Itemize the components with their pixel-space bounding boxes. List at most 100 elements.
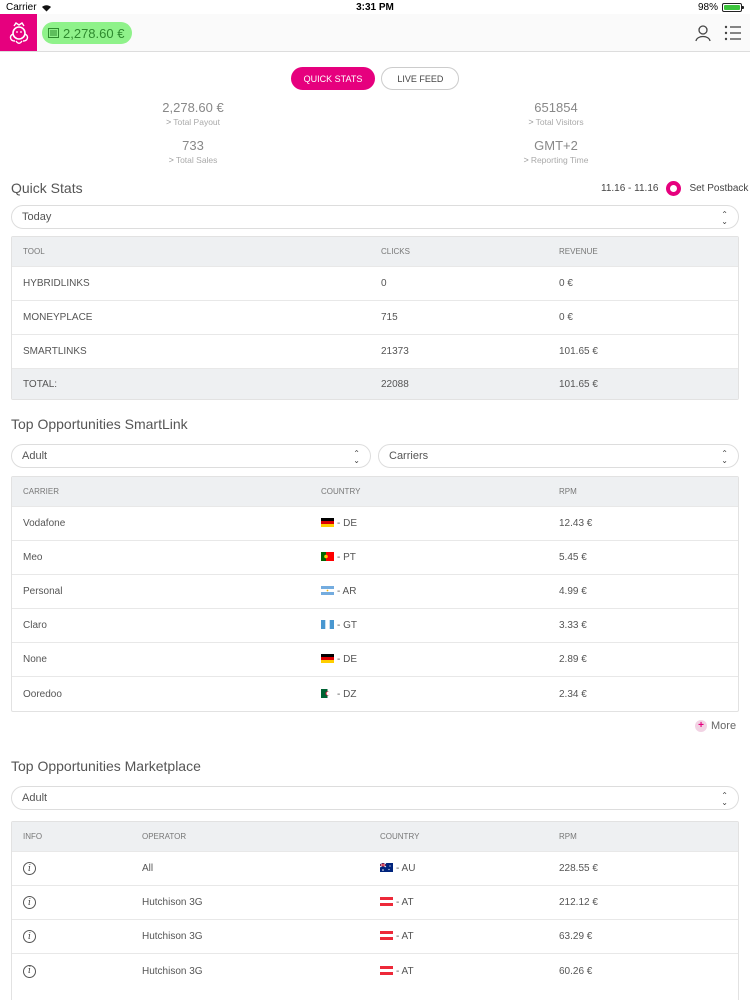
column-header-revenue[interactable]: REVENUE — [559, 247, 598, 256]
info-icon[interactable]: i — [23, 862, 36, 875]
marketplace-table: INFO OPERATOR COUNTRY RPM i All - AU 228.55… — [11, 821, 739, 1000]
stat-total-payout[interactable]: 2,278.60 € > Total Payout — [93, 100, 293, 127]
country-code: - DE — [337, 518, 357, 529]
table-row[interactable]: Ooredoo - DZ 2.34 € — [12, 677, 738, 711]
lion-logo-icon — [9, 21, 28, 44]
column-header-rpm[interactable]: RPM — [559, 487, 577, 496]
cell-rpm: 2.89 € — [559, 654, 587, 665]
cell-rpm: 3.33 € — [559, 620, 587, 631]
cell-revenue: 101.65 € — [559, 346, 598, 357]
flag-at-icon — [380, 965, 393, 975]
info-icon[interactable]: i — [23, 930, 36, 943]
column-header-clicks[interactable]: CLICKS — [381, 247, 410, 256]
cell-country: - AU — [369, 863, 548, 874]
country-code: - AU — [396, 863, 416, 874]
info-icon[interactable]: i — [23, 964, 36, 978]
period-select-value: Today — [22, 211, 52, 223]
cell-carrier: Claro — [23, 620, 47, 631]
country-code: - PT — [337, 552, 356, 563]
cell-country: - AT — [369, 897, 548, 908]
table-row[interactable]: Vodafone - DE 12.43 € — [12, 507, 738, 541]
stat-value: 2,278.60 € — [162, 100, 224, 115]
info-icon[interactable]: i — [23, 896, 36, 909]
carrier-select[interactable]: Carriers ⌃ ⌄ — [378, 444, 739, 468]
list-menu-icon[interactable] — [724, 24, 742, 42]
marketplace-category-select[interactable]: Adult ⌃ ⌄ — [11, 786, 739, 810]
table-row[interactable]: i Hutchison 3G - AT 212.12 € — [12, 886, 738, 920]
column-header-info[interactable]: INFO — [23, 832, 43, 841]
chevron-updown-icon: ⌃ ⌄ — [353, 449, 360, 465]
category-select-value: Adult — [22, 792, 48, 804]
cell-rpm: 5.45 € — [559, 552, 587, 563]
smartlink-category-select[interactable]: Adult ⌃ ⌄ — [11, 444, 371, 468]
brand-logo[interactable] — [0, 14, 37, 51]
chevron-updown-icon: ⌃ ⌄ — [721, 210, 728, 226]
more-button[interactable]: + More — [695, 720, 736, 732]
table-row[interactable]: HYBRIDLINKS 0 0 € — [12, 267, 738, 301]
cell-country: - AT — [369, 931, 548, 942]
country-code: - AR — [337, 586, 357, 597]
cell-clicks: 715 — [381, 312, 398, 323]
chevron-right-icon: > — [523, 155, 529, 165]
ios-status-bar: Carrier 3:31 PM 98% — [0, 0, 750, 16]
user-profile-icon[interactable] — [694, 24, 712, 42]
stat-label-text: Total Payout — [173, 117, 221, 127]
clock: 3:31 PM — [356, 2, 394, 13]
table-row[interactable]: MONEYPLACE 715 0 € — [12, 301, 738, 335]
balance-badge[interactable]: 2,278.60 € — [42, 22, 133, 44]
flag-au-icon — [380, 863, 393, 872]
period-select[interactable]: Today ⌃ ⌄ — [11, 205, 739, 229]
tab-quick-stats[interactable]: QUICK STATS — [290, 67, 376, 90]
cell-country: - GT — [310, 620, 548, 631]
stat-total-visitors[interactable]: 651854 > Total Visitors — [456, 100, 656, 127]
cell-total-revenue: 101.65 € — [559, 378, 598, 390]
wifi-icon — [41, 4, 51, 11]
cell-carrier: Vodafone — [23, 518, 66, 529]
marketplace-title: Top Opportunities Marketplace — [11, 758, 201, 774]
cell-operator: All — [142, 863, 154, 874]
cell-rpm: 12.43 € — [559, 518, 593, 529]
table-row[interactable]: Meo - PT 5.45 € — [12, 541, 738, 575]
table-row[interactable]: SMARTLINKS 21373 101.65 € — [12, 335, 738, 369]
flag-de-icon — [321, 654, 334, 663]
stat-label-text: Total Visitors — [535, 117, 584, 127]
stat-reporting-time[interactable]: GMT+2 > Reporting Time — [456, 138, 656, 165]
column-header-tool[interactable]: TOOL — [23, 247, 45, 256]
table-row[interactable]: Claro - GT 3.33 € — [12, 609, 738, 643]
cell-country: - DE — [310, 654, 548, 665]
table-row[interactable]: None - DE 2.89 € — [12, 643, 738, 677]
table-header: CARRIER COUNTRY RPM — [12, 477, 738, 507]
cell-operator: Hutchison 3G — [142, 931, 203, 942]
column-header-carrier[interactable]: CARRIER — [23, 487, 60, 496]
stat-label: > Total Visitors — [456, 117, 656, 127]
stat-label: > Reporting Time — [456, 155, 656, 165]
column-header-country[interactable]: COUNTRY — [321, 487, 361, 496]
column-header-operator[interactable]: OPERATOR — [142, 832, 187, 841]
set-postback-link[interactable]: Set Postback — [689, 183, 749, 194]
chevron-right-icon: > — [168, 155, 174, 165]
table-row[interactable]: i All - AU 228.55 € — [12, 852, 738, 886]
cell-country: - AR — [310, 586, 548, 597]
stat-total-sales[interactable]: 733 > Total Sales — [93, 138, 293, 165]
cell-tool: HYBRIDLINKS — [23, 278, 90, 289]
tab-live-feed[interactable]: LIVE FEED — [381, 67, 460, 90]
table-row[interactable]: i Hutchison 3G - AT 60.26 € — [12, 954, 738, 988]
stat-label: > Total Payout — [93, 117, 293, 127]
category-select-value: Adult — [22, 450, 48, 462]
table-row[interactable]: i Hutchison 3G - AT 63.29 € — [12, 920, 738, 954]
plus-icon: + — [695, 720, 707, 732]
cell-carrier: None — [23, 654, 47, 665]
stat-value: GMT+2 — [534, 138, 578, 153]
cell-rpm: 2.34 € — [559, 688, 587, 700]
battery-percent: 98% — [697, 2, 718, 13]
table-row[interactable]: Personal - AR 4.99 € — [12, 575, 738, 609]
column-header-country[interactable]: COUNTRY — [380, 832, 420, 841]
stat-label: > Total Sales — [93, 155, 293, 165]
battery-fill — [724, 5, 740, 10]
view-tabs: QUICK STATS LIVE FEED — [0, 67, 750, 90]
stat-value: 651854 — [534, 100, 578, 115]
cell-revenue: 0 € — [559, 278, 573, 289]
column-header-rpm[interactable]: RPM — [559, 832, 577, 841]
wallet-icon — [48, 28, 59, 38]
postback-ring-icon[interactable] — [666, 181, 682, 196]
